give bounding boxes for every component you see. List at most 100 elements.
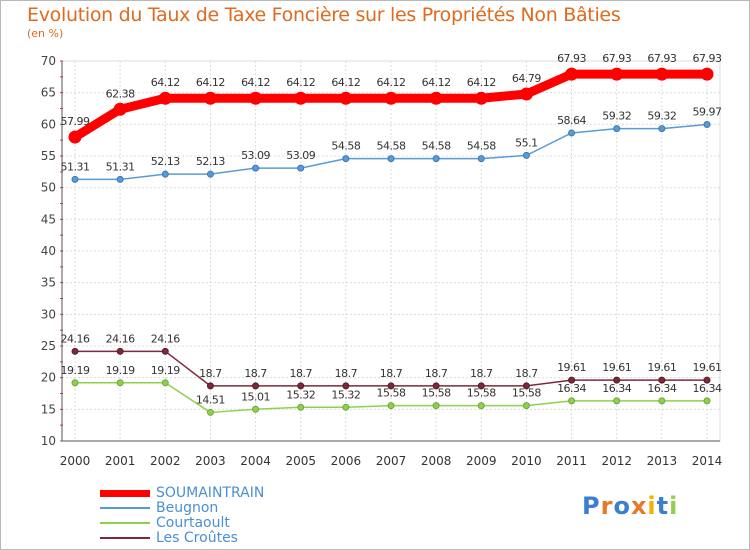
logo-letter: P xyxy=(582,492,601,520)
y-tick-label: 20 xyxy=(41,371,56,385)
data-point xyxy=(432,402,440,410)
data-point xyxy=(387,155,395,163)
chart-title: Evolution du Taux de Taxe Foncière sur l… xyxy=(27,4,621,26)
data-point xyxy=(297,164,305,172)
data-point xyxy=(387,402,395,410)
data-label: 54.58 xyxy=(331,140,360,153)
data-label: 51.31 xyxy=(61,160,90,173)
x-tick-label: 2012 xyxy=(601,454,632,468)
data-label: 18.7 xyxy=(515,367,538,380)
y-tick-label: 55 xyxy=(41,149,56,163)
data-label: 59.32 xyxy=(647,110,676,123)
data-point xyxy=(71,379,79,387)
data-point xyxy=(116,347,124,355)
logo-letter: x xyxy=(630,492,648,520)
legend-item-courtaoult: Courtaoult xyxy=(100,516,230,530)
series-layer xyxy=(68,67,714,416)
data-point xyxy=(522,151,530,159)
data-label: 19.61 xyxy=(693,361,722,374)
logo-letter: i xyxy=(669,492,679,520)
legend-item-soumaintrain: SOUMAINTRAIN xyxy=(100,486,264,500)
data-label: 19.19 xyxy=(61,364,90,377)
data-label: 64.12 xyxy=(377,76,406,89)
data-point xyxy=(161,170,169,178)
data-label: 52.13 xyxy=(196,155,225,168)
data-label: 15.01 xyxy=(241,390,270,403)
data-point xyxy=(703,397,711,405)
data-label: 16.34 xyxy=(602,382,631,395)
y-tick-label: 65 xyxy=(41,86,56,100)
data-point xyxy=(71,347,79,355)
data-point xyxy=(339,91,353,105)
legend-label: Beugnon xyxy=(156,500,219,516)
data-label: 15.32 xyxy=(331,388,360,401)
data-label: 16.34 xyxy=(557,382,586,395)
x-tick-label: 2009 xyxy=(466,454,497,468)
y-tick-label: 50 xyxy=(41,181,56,195)
data-point xyxy=(161,379,169,387)
x-tick-label: 2011 xyxy=(556,454,587,468)
data-point xyxy=(613,125,621,133)
data-point xyxy=(477,382,485,390)
data-label: 67.93 xyxy=(647,52,676,65)
data-label: 67.93 xyxy=(693,52,722,65)
data-label: 59.32 xyxy=(602,110,631,123)
data-label: 18.7 xyxy=(289,367,312,380)
x-tick-label: 2010 xyxy=(511,454,542,468)
data-label: 15.58 xyxy=(377,387,406,400)
data-point xyxy=(252,382,260,390)
data-label: 24.16 xyxy=(61,332,90,345)
data-label: 51.31 xyxy=(106,160,135,173)
data-point xyxy=(519,87,533,101)
data-point xyxy=(342,155,350,163)
legend-label: Les Croûtes xyxy=(156,530,238,546)
data-label: 67.93 xyxy=(557,52,586,65)
data-point xyxy=(610,67,624,81)
x-tick-label: 2014 xyxy=(692,454,723,468)
legend-swatch xyxy=(100,522,150,524)
data-label: 58.64 xyxy=(557,114,586,127)
data-label: 18.7 xyxy=(244,367,267,380)
data-label: 24.16 xyxy=(151,332,180,345)
data-label: 15.58 xyxy=(422,387,451,400)
data-label: 53.09 xyxy=(286,149,315,162)
data-label: 64.12 xyxy=(331,76,360,89)
data-label: 18.7 xyxy=(335,367,358,380)
data-point xyxy=(116,379,124,387)
x-tick-label: 2013 xyxy=(647,454,678,468)
y-tick-label: 40 xyxy=(41,244,56,258)
x-tick-label: 2004 xyxy=(240,454,271,468)
y-tick-label: 15 xyxy=(41,402,56,416)
x-tick-label: 2001 xyxy=(105,454,136,468)
data-label: 18.7 xyxy=(199,367,222,380)
x-tick-label: 2005 xyxy=(285,454,316,468)
legend-item-les-croutes: Les Croûtes xyxy=(100,531,238,545)
data-label: 19.61 xyxy=(557,361,586,374)
data-point xyxy=(249,91,263,105)
data-point xyxy=(68,130,82,144)
logo-letter: r xyxy=(600,492,614,520)
data-label: 18.7 xyxy=(425,367,448,380)
data-point xyxy=(658,376,666,384)
x-tick-label: 2003 xyxy=(195,454,226,468)
proxiti-logo: Proxiti xyxy=(582,492,678,520)
data-label: 19.61 xyxy=(602,361,631,374)
data-label: 64.12 xyxy=(151,76,180,89)
data-point xyxy=(158,91,172,105)
data-point xyxy=(568,129,576,137)
data-point xyxy=(206,170,214,178)
unit-label: (en %) xyxy=(27,27,64,40)
data-point xyxy=(342,403,350,411)
data-labels: 57.99 62.38 64.12 64.12 64.12 64.12 64.12 64.12… xyxy=(61,52,723,406)
data-label: 18.7 xyxy=(380,367,403,380)
data-point xyxy=(432,155,440,163)
data-point xyxy=(655,67,669,81)
data-label: 16.34 xyxy=(647,382,676,395)
data-label: 57.99 xyxy=(61,115,90,128)
data-label: 62.38 xyxy=(106,87,135,100)
x-tick-label: 2007 xyxy=(376,454,407,468)
legend-swatch xyxy=(100,489,150,497)
x-tick-label: 2008 xyxy=(421,454,452,468)
